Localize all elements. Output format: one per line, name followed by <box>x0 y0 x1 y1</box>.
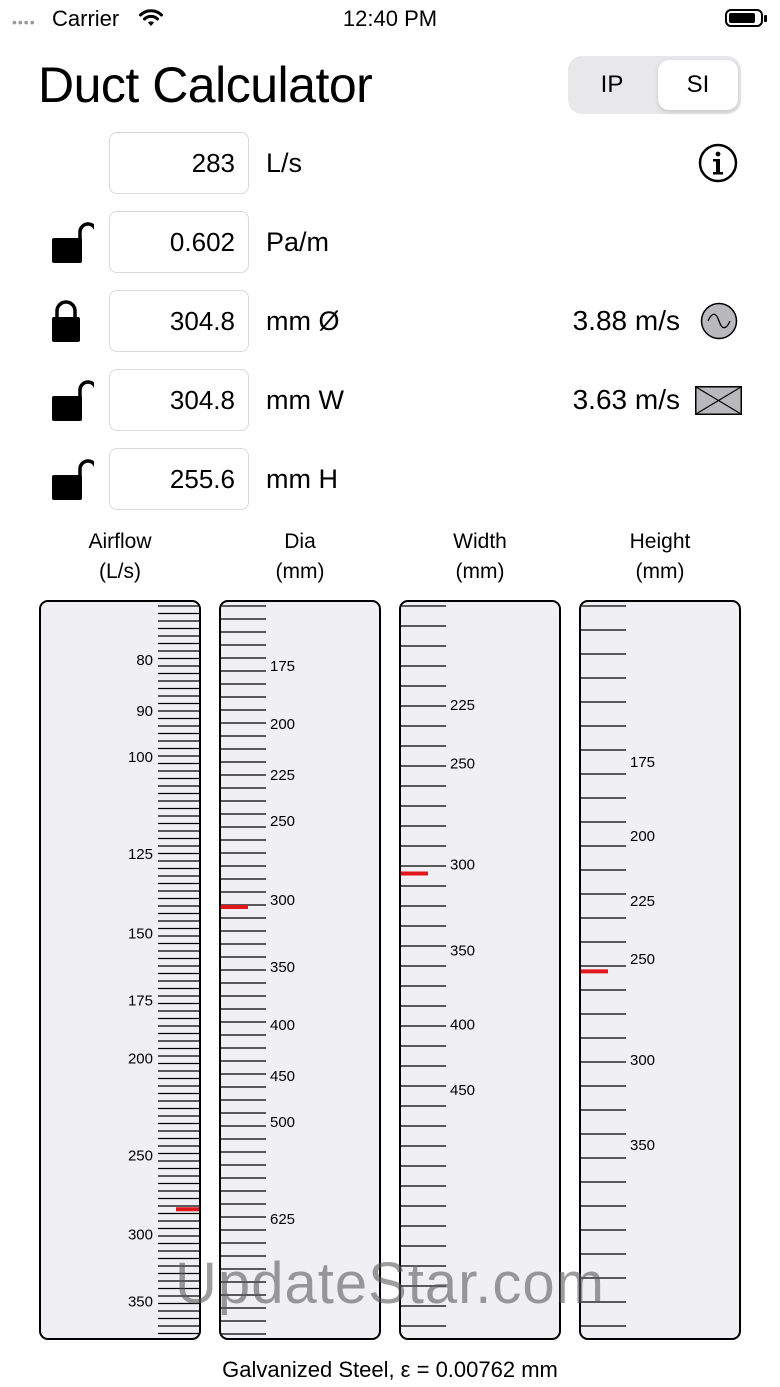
airflow-scale[interactable]: 80 90 100 125 150 175 200 250 300 350 <box>39 600 201 1340</box>
dia-tick-label: 200 <box>270 716 295 733</box>
height-scale-ticks: 175 200 225 250 300 350 <box>581 605 655 1327</box>
units-si-option[interactable]: SI <box>658 60 738 110</box>
width-scale-ticks: 225 250 300 350 400 450 <box>401 605 475 1327</box>
airflow-scale-ticks: 80 90 100 125 150 175 200 250 300 350 <box>128 605 199 1335</box>
column-unit: (mm) <box>455 560 505 583</box>
round-duct-icon <box>700 302 738 340</box>
airflow-tick-label: 90 <box>136 703 153 720</box>
airflow-tick-label: 175 <box>128 992 153 1009</box>
info-icon[interactable] <box>698 143 738 183</box>
airflow-tick-label: 100 <box>128 749 153 766</box>
signal-icon: •••• <box>12 14 36 30</box>
diameter-unit: mm Ø <box>266 306 340 336</box>
watermark: UpdateStar.com <box>175 1251 605 1316</box>
units-segmented-control[interactable]: IP SI <box>568 56 741 114</box>
dia-tick-label: 250 <box>270 813 295 830</box>
width-tick-label: 225 <box>450 697 475 714</box>
dia-tick-label: 225 <box>270 767 295 784</box>
battery-icon <box>725 9 767 27</box>
width-tick-label: 450 <box>450 1082 475 1099</box>
dia-tick-label: 175 <box>270 658 295 675</box>
clock: 12:40 PM <box>342 6 438 31</box>
dia-tick-label: 625 <box>270 1211 295 1228</box>
dia-column-label: Dia (mm) <box>219 527 381 587</box>
height-unit: mm H <box>266 464 338 494</box>
diameter-input[interactable]: 304.8 <box>109 290 249 352</box>
height-tick-label: 250 <box>630 951 655 968</box>
airflow-column-label: Airflow (L/s) <box>39 527 201 587</box>
airflow-tick-label: 350 <box>128 1294 153 1311</box>
width-tick-label: 400 <box>450 1017 475 1034</box>
rectangular-duct-icon <box>695 386 742 415</box>
round-velocity: 3.88 m/s <box>572 305 680 336</box>
column-name: Airflow <box>88 530 152 553</box>
dia-scale-ticks: 175 200 225 250 300 350 400 450 500 625 <box>221 605 295 1335</box>
column-name: Dia <box>284 530 316 553</box>
unlock-icon[interactable] <box>50 378 94 430</box>
material-footer: Galvanized Steel, ε = 0.00762 mm <box>222 1357 558 1382</box>
airflow-tick-label: 125 <box>128 846 153 863</box>
units-ip-option[interactable]: IP <box>600 71 624 98</box>
height-column-label: Height (mm) <box>579 527 741 587</box>
airflow-tick-label: 80 <box>136 652 153 669</box>
dia-tick-label: 400 <box>270 1017 295 1034</box>
page-title: Duct Calculator <box>38 57 373 113</box>
wifi-icon <box>139 9 163 26</box>
column-unit: (mm) <box>275 560 325 583</box>
friction-unit: Pa/m <box>266 227 330 257</box>
column-unit: (mm) <box>635 560 685 583</box>
airflow-tick-label: 150 <box>128 925 153 942</box>
height-tick-label: 175 <box>630 754 655 771</box>
width-tick-label: 300 <box>450 857 475 874</box>
column-unit: (L/s) <box>99 560 141 583</box>
rect-velocity: 3.63 m/s <box>572 384 680 415</box>
friction-input[interactable]: 0.602 <box>109 211 249 273</box>
height-tick-label: 350 <box>630 1137 655 1154</box>
airflow-unit: L/s <box>266 148 303 178</box>
width-column-label: Width (mm) <box>399 527 561 587</box>
height-scale[interactable]: 175 200 225 250 300 350 <box>579 600 741 1340</box>
carrier-name: Carrier <box>52 6 120 31</box>
height-input[interactable]: 255.6 <box>109 448 249 510</box>
width-scale[interactable]: 225 250 300 350 400 450 <box>399 600 561 1340</box>
height-tick-label: 225 <box>630 893 655 910</box>
width-tick-label: 250 <box>450 755 475 772</box>
airflow-input[interactable]: 283 <box>109 132 249 194</box>
width-input[interactable]: 304.8 <box>109 369 249 431</box>
unlock-icon[interactable] <box>50 457 94 509</box>
dia-tick-label: 350 <box>270 959 295 976</box>
dia-tick-label: 500 <box>270 1114 295 1131</box>
column-name: Width <box>453 530 507 553</box>
airflow-tick-label: 250 <box>128 1147 153 1164</box>
dia-scale[interactable]: 175 200 225 250 300 350 400 450 500 625 <box>219 600 381 1340</box>
airflow-tick-label: 300 <box>128 1227 153 1244</box>
width-tick-label: 350 <box>450 942 475 959</box>
height-tick-label: 300 <box>630 1052 655 1069</box>
airflow-tick-label: 200 <box>128 1050 153 1067</box>
dia-tick-label: 450 <box>270 1068 295 1085</box>
height-tick-label: 200 <box>630 828 655 845</box>
unlock-icon[interactable] <box>50 220 94 272</box>
lock-icon[interactable] <box>50 298 94 350</box>
width-unit: mm W <box>266 385 344 415</box>
column-name: Height <box>629 530 691 553</box>
status-bar: •••• Carrier 12:40 PM <box>0 0 780 40</box>
dia-tick-label: 300 <box>270 892 295 909</box>
